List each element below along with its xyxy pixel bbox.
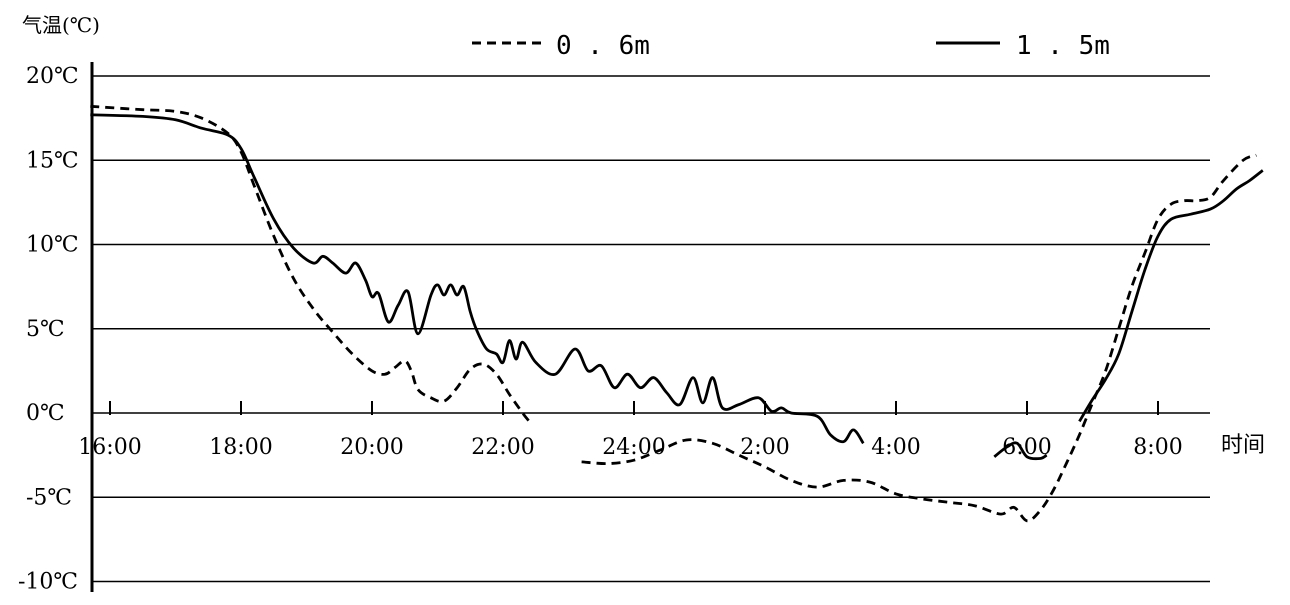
y-axis-label: 气温(℃) [22,13,100,37]
gridlines [92,75,1210,583]
y-tick-label: -10℃ [18,570,78,595]
series-line-1_5m [993,441,1048,461]
y-tick-label: 15℃ [26,148,79,173]
legend-label: 0 . 6m [556,31,650,61]
y-tick-label: 20℃ [26,64,79,89]
series-line-1_5m [90,113,865,445]
x-tick-labels: 16:00 18:00 20:00 22:00 24:00 2:00 4:00 6:00 8:0… [78,435,1182,460]
series-line-1_5m [1078,169,1264,423]
series-line-0_6m [90,104,531,423]
x-tick-label: 24:00 [602,435,665,460]
legend-label: 1 . 5m [1016,31,1110,61]
y-tick-label: 5℃ [26,317,65,342]
x-tick-label: 18:00 [209,435,272,460]
y-tick-label: 0℃ [26,401,65,426]
y-tick-labels: 20℃ 15℃ 10℃ 5℃ 0℃ -5℃ -10℃ [18,64,79,595]
series-lines [90,104,1264,523]
x-tick-label: 16:00 [78,435,141,460]
y-tick-label: -5℃ [26,485,72,510]
axes [90,62,1159,592]
y-tick-label: 10℃ [26,233,79,258]
legend: 0 . 6m 1 . 5m [472,31,1110,61]
x-tick-label: 8:00 [1133,435,1182,460]
x-axis-label: 时间 [1221,433,1265,458]
series-line-0_6m [581,153,1257,523]
x-tick-label: 20:00 [340,435,403,460]
x-tick-label: 4:00 [871,435,920,460]
x-tick-label: 2:00 [740,435,789,460]
x-tick-label: 22:00 [471,435,534,460]
